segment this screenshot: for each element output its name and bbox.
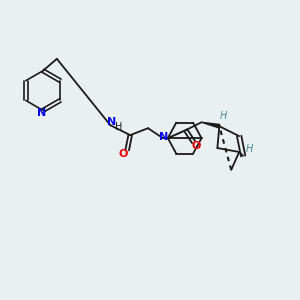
- Polygon shape: [202, 122, 220, 128]
- Text: O: O: [118, 149, 128, 159]
- Text: N: N: [107, 117, 116, 127]
- Text: H: H: [220, 111, 227, 121]
- Text: H: H: [245, 144, 253, 154]
- Text: N: N: [159, 132, 169, 142]
- Text: H: H: [115, 122, 122, 132]
- Text: O: O: [192, 141, 201, 151]
- Text: N: N: [38, 108, 46, 118]
